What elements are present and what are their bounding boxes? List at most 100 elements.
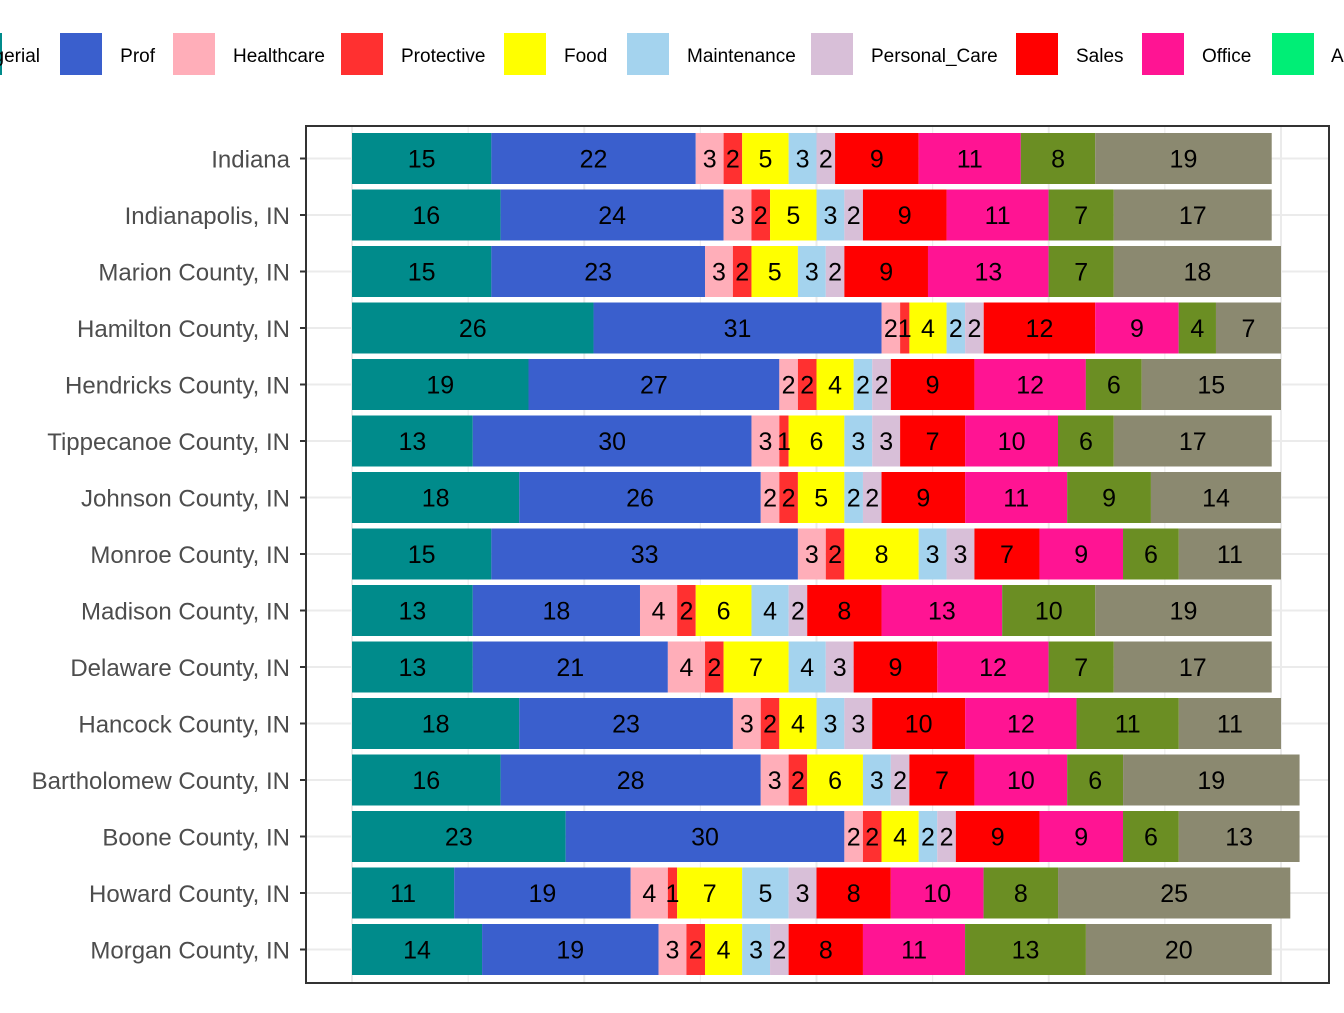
bar-value-label: 6 <box>1144 824 1158 852</box>
bar-segment <box>816 133 836 184</box>
bar-value-label: 5 <box>758 146 772 174</box>
legend-swatch <box>0 33 2 75</box>
bar-segment <box>946 528 975 580</box>
bar-value-label: 9 <box>916 485 930 513</box>
bar-value-label: 3 <box>805 259 819 287</box>
bar-value-label: 2 <box>921 824 935 852</box>
bar-value-label: 7 <box>1000 541 1014 569</box>
bar-segment <box>862 924 966 975</box>
bar-value-label: 28 <box>617 767 645 795</box>
bar-value-label: 18 <box>422 711 450 739</box>
bar-value-label: 7 <box>749 654 763 682</box>
bar-value-label: 33 <box>631 541 659 569</box>
bar-segment <box>751 246 798 297</box>
bar-value-label: 4 <box>717 937 731 965</box>
legend-swatch <box>1272 33 1314 75</box>
y-tick-label: Delaware County, IN <box>70 655 290 682</box>
bar-value-label: 12 <box>979 654 1007 682</box>
bar-value-label: 21 <box>556 654 584 682</box>
bar-segment <box>881 811 919 862</box>
bar-value-label: 11 <box>957 146 983 174</box>
bar-value-label: 2 <box>754 202 768 230</box>
bar-value-label: 7 <box>703 880 717 908</box>
bar-segment <box>1113 641 1272 693</box>
legend-label: Protective <box>401 46 485 67</box>
y-tick-label: Hendricks County, IN <box>65 373 290 400</box>
bar-value-label: 6 <box>1079 428 1093 456</box>
bar-value-label: 4 <box>800 654 814 682</box>
bar-value-label: 10 <box>998 428 1026 456</box>
bar-value-label: 3 <box>833 654 847 682</box>
legend-label: Office <box>1202 46 1251 67</box>
bar-segment <box>770 924 789 975</box>
bar-value-label: 3 <box>954 541 968 569</box>
bar-segment <box>779 472 798 523</box>
legend-label: Healthcare <box>233 46 325 67</box>
bar-segment <box>862 811 882 862</box>
bar-segment <box>788 754 808 806</box>
bar-segment <box>918 133 1021 184</box>
bar-value-label: 19 <box>1197 767 1225 795</box>
bar-value-label: 3 <box>851 711 865 739</box>
bar-value-label: 2 <box>940 824 954 852</box>
bar-segment <box>1039 528 1124 580</box>
legend-swatch <box>341 33 383 75</box>
bar-value-label: 19 <box>556 937 584 965</box>
bar-segment <box>630 867 668 919</box>
bar-value-label: 3 <box>805 541 819 569</box>
bar-segment <box>779 359 798 410</box>
bar-value-label: 8 <box>1014 880 1028 908</box>
bar-value-label: 6 <box>1107 372 1121 400</box>
bar-value-label: 2 <box>791 767 805 795</box>
bar-value-label: 13 <box>1012 937 1040 965</box>
bar-segment <box>482 924 659 975</box>
bar-value-label: 3 <box>768 767 782 795</box>
bar-value-label: 3 <box>740 711 754 739</box>
bar-value-label: 8 <box>847 880 861 908</box>
bar-value-label: 18 <box>542 598 570 626</box>
legend: gerial Prof Healthcare Protective Food Mainte… <box>0 33 1344 75</box>
legend-swatch <box>60 33 102 75</box>
bar-value-label: 2 <box>800 372 814 400</box>
bar-segment <box>1058 415 1114 467</box>
bar-segment <box>900 302 910 354</box>
bar-value-label: 2 <box>772 937 786 965</box>
bar-value-label: 7 <box>1074 259 1088 287</box>
bar-value-label: 26 <box>626 485 654 513</box>
bar-value-label: 9 <box>1074 824 1088 852</box>
bar-value-label: 2 <box>856 372 870 400</box>
bar-segment <box>352 472 520 523</box>
bar-value-label: 24 <box>598 202 626 230</box>
bar-segment <box>816 359 854 410</box>
panel-border <box>305 125 1330 984</box>
bar-segment <box>667 641 706 693</box>
bar-segment <box>352 811 566 862</box>
bar-segment <box>788 924 863 975</box>
bar-segment <box>974 528 1040 580</box>
bar-value-label: 11 <box>985 202 1011 230</box>
y-tick-label: Morgan County, IN <box>90 938 290 965</box>
bar-value-label: 10 <box>1035 598 1063 626</box>
y-tick-label: Monroe County, IN <box>90 542 290 569</box>
bar-value-label: 3 <box>712 259 726 287</box>
bar-segment <box>788 585 808 636</box>
bar-segment <box>1123 528 1179 580</box>
bar-value-label: 2 <box>893 767 907 795</box>
bar-value-label: 2 <box>791 598 805 626</box>
bar-segment <box>519 698 733 749</box>
bar-segment <box>1095 302 1179 354</box>
bar-value-label: 22 <box>580 146 608 174</box>
y-tick-label: Hamilton County, IN <box>77 316 290 343</box>
bar-segment <box>472 415 752 467</box>
bar-value-label: 19 <box>1170 598 1198 626</box>
bar-segment <box>352 754 501 806</box>
bar-segment <box>807 754 863 806</box>
bar-segment <box>760 472 780 523</box>
bar-segment <box>890 867 984 919</box>
bar-segment <box>565 811 845 862</box>
bar-value-label: 15 <box>408 146 436 174</box>
bar-segment <box>1048 641 1114 693</box>
bar-value-label: 2 <box>763 711 777 739</box>
